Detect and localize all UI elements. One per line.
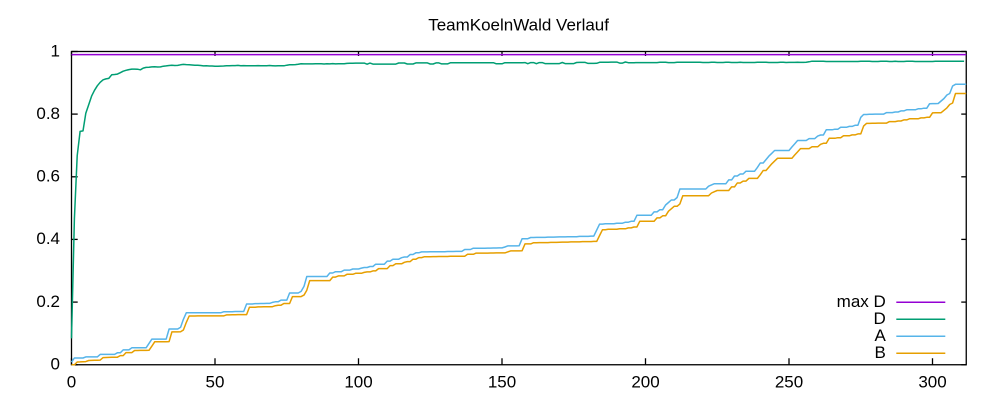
svg-text:TeamKoelnWald Verlauf: TeamKoelnWald Verlauf [428,16,609,35]
svg-text:1: 1 [51,41,60,60]
svg-text:300: 300 [918,372,946,391]
svg-text:0: 0 [51,355,60,374]
svg-text:250: 250 [775,372,803,391]
svg-text:150: 150 [488,372,516,391]
svg-text:D: D [874,309,886,328]
svg-text:A: A [874,326,886,345]
svg-text:0.2: 0.2 [36,292,60,311]
svg-text:B: B [874,343,885,362]
svg-text:200: 200 [631,372,659,391]
svg-text:100: 100 [344,372,372,391]
svg-text:0.6: 0.6 [36,167,60,186]
svg-text:max D: max D [837,292,886,311]
svg-text:50: 50 [206,372,225,391]
svg-text:0.4: 0.4 [36,229,60,248]
svg-text:0.8: 0.8 [36,104,60,123]
svg-text:0: 0 [67,372,76,391]
